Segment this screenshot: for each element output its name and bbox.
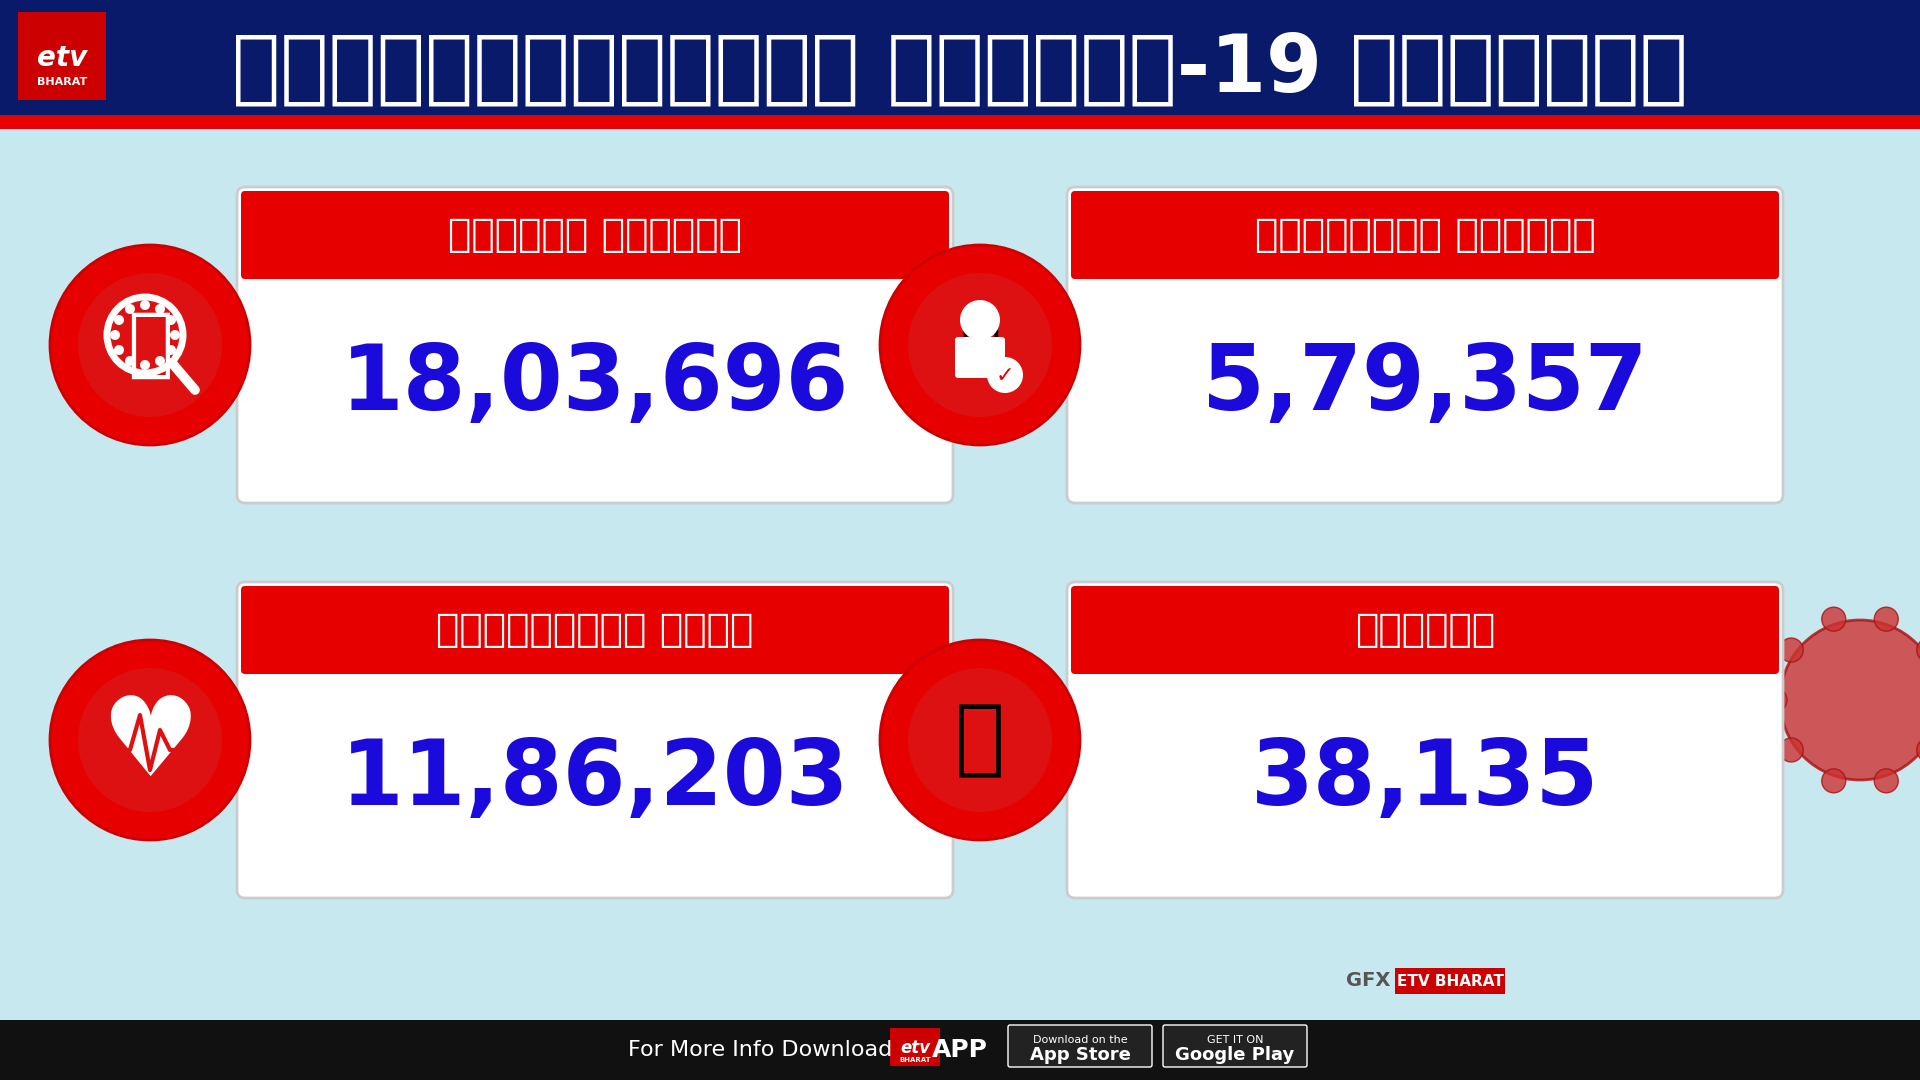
Text: APP: APP (931, 1038, 989, 1062)
Circle shape (879, 640, 1079, 840)
FancyBboxPatch shape (1396, 968, 1505, 994)
Circle shape (1780, 738, 1803, 762)
Circle shape (1874, 607, 1899, 631)
Text: 5,79,357: 5,79,357 (1202, 341, 1647, 429)
Text: Google Play: Google Play (1175, 1047, 1294, 1064)
Circle shape (113, 315, 125, 325)
Circle shape (908, 669, 1052, 812)
Text: GFX: GFX (1346, 971, 1390, 989)
FancyBboxPatch shape (1068, 582, 1784, 897)
FancyBboxPatch shape (0, 0, 1920, 114)
Text: 11,86,203: 11,86,203 (342, 735, 849, 824)
Circle shape (1916, 738, 1920, 762)
Text: యాక్టివ్ కేసులు: యాక్టివ్ కేసులు (1254, 216, 1596, 254)
Circle shape (1780, 620, 1920, 780)
Text: For More Info Download: For More Info Download (628, 1040, 893, 1059)
Circle shape (987, 357, 1023, 393)
Circle shape (125, 356, 134, 366)
Text: 🔬: 🔬 (127, 308, 173, 382)
Circle shape (50, 640, 250, 840)
Text: ETV BHARAT: ETV BHARAT (1396, 973, 1503, 988)
Circle shape (1916, 638, 1920, 662)
FancyBboxPatch shape (0, 1020, 1920, 1080)
Circle shape (50, 245, 250, 445)
Text: 🌹: 🌹 (954, 700, 1004, 781)
Text: 18,03,696: 18,03,696 (342, 341, 849, 429)
Circle shape (1874, 769, 1899, 793)
Circle shape (1822, 607, 1845, 631)
Circle shape (908, 273, 1052, 417)
Text: మొత్తం కేసులు: మొత్తం కేసులు (447, 216, 741, 254)
FancyBboxPatch shape (1008, 1025, 1152, 1067)
Circle shape (171, 330, 180, 340)
Circle shape (109, 330, 119, 340)
Text: 38,135: 38,135 (1250, 735, 1599, 824)
Text: App Store: App Store (1029, 1047, 1131, 1064)
Text: మృతులు: మృతులు (1356, 611, 1496, 649)
Text: BHARAT: BHARAT (36, 77, 86, 87)
Text: 👤: 👤 (960, 307, 1000, 374)
FancyBboxPatch shape (1071, 586, 1780, 674)
Text: Download on the: Download on the (1033, 1035, 1127, 1045)
Text: దేశవ్యాప్తంగా కోవిడ్-19 వివరాలు: దేశవ్యాప్తంగా కోవిడ్-19 వివరాలు (232, 31, 1688, 109)
Circle shape (140, 360, 150, 370)
FancyBboxPatch shape (236, 582, 952, 897)
Text: ♥: ♥ (100, 691, 200, 798)
Text: etv: etv (36, 44, 86, 72)
Circle shape (165, 345, 177, 355)
FancyBboxPatch shape (242, 586, 948, 674)
Circle shape (125, 303, 134, 314)
Circle shape (79, 273, 223, 417)
Text: etv: etv (900, 1039, 929, 1057)
Text: GET IT ON: GET IT ON (1208, 1035, 1263, 1045)
Circle shape (960, 300, 1000, 340)
Text: కోలుకున్న వారు: కోలుకున్న వారు (436, 611, 755, 649)
FancyBboxPatch shape (17, 12, 106, 100)
Circle shape (165, 315, 177, 325)
Circle shape (140, 300, 150, 310)
Circle shape (79, 669, 223, 812)
Circle shape (156, 356, 165, 366)
Circle shape (1763, 688, 1788, 712)
FancyBboxPatch shape (1164, 1025, 1308, 1067)
Text: BHARAT: BHARAT (899, 1057, 931, 1063)
Circle shape (113, 345, 125, 355)
Circle shape (1780, 638, 1803, 662)
FancyBboxPatch shape (954, 337, 1004, 378)
FancyBboxPatch shape (242, 191, 948, 279)
Circle shape (879, 245, 1079, 445)
FancyBboxPatch shape (1071, 191, 1780, 279)
Circle shape (1822, 769, 1845, 793)
FancyBboxPatch shape (1068, 187, 1784, 503)
Text: ✓: ✓ (996, 366, 1014, 386)
FancyBboxPatch shape (891, 1028, 941, 1066)
FancyBboxPatch shape (0, 114, 1920, 129)
FancyBboxPatch shape (236, 187, 952, 503)
Circle shape (156, 303, 165, 314)
